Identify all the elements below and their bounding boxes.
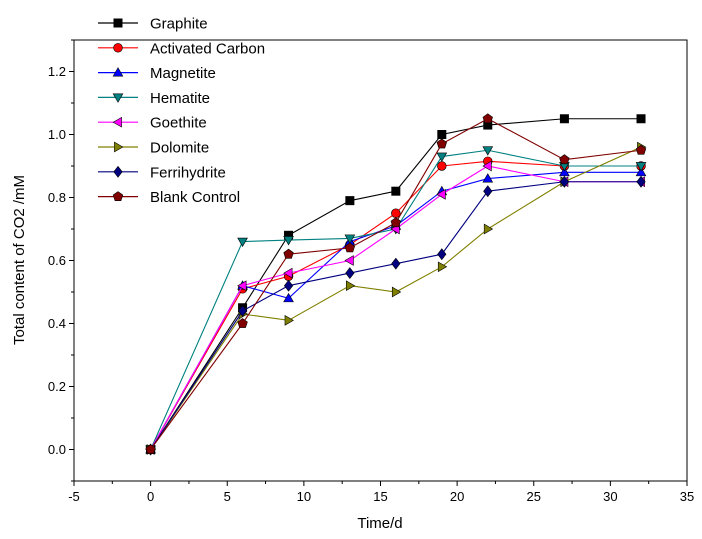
legend-item: Activated Carbon [98,40,265,57]
data-point [636,114,646,124]
x-tick-label: 15 [373,489,387,504]
data-point [237,318,248,328]
data-point [237,280,247,292]
x-tick-label: 5 [224,489,231,504]
data-point [559,114,569,124]
y-tick-label: 1.0 [48,127,66,142]
data-point [283,279,294,292]
legend-item: Hematite [98,90,210,107]
legend-label: Graphite [150,16,208,33]
data-point [559,175,569,188]
x-tick-label: 10 [297,489,311,504]
data-point [482,160,492,172]
x-tick-label: 0 [147,489,154,504]
axis-ticks [69,39,688,486]
data-point [145,444,156,454]
x-tick-label: 20 [450,489,464,504]
y-tick-label: 1.2 [48,64,66,79]
legend-marker [113,165,123,178]
legend-label: Blank Control [150,189,240,206]
data-point [390,217,401,228]
x-tick-label: -5 [68,489,80,504]
data-point [482,113,493,124]
legend-marker [112,191,124,201]
data-point [391,186,401,196]
series-layer [145,113,647,456]
legend-label: Ferrihydrite [150,164,226,181]
legend-label: Goethite [150,115,207,132]
legend-marker [114,141,124,153]
data-point [344,242,355,253]
data-point [344,234,356,244]
y-tick-labels: 0.0 0.2 0.4 0.6 0.8 1.0 1.2 [48,64,66,457]
series-graphite [146,114,646,454]
data-point [482,146,494,156]
legend-marker [112,67,124,77]
data-point [391,286,402,298]
y-tick-label: 0.8 [48,190,66,205]
data-point [283,248,294,259]
series-blank-control [145,113,647,454]
data-point [635,144,647,155]
data-point [483,185,493,198]
legend-item: Ferrihydrite [98,164,226,181]
data-point [436,189,446,200]
legend-item: Dolomite [98,140,209,157]
data-point [437,130,447,140]
data-point [283,236,294,246]
data-point [345,267,355,280]
series-line [150,165,642,450]
legend-marker [112,93,124,103]
y-axis-title: Total content of CO2 /mM [11,175,28,345]
data-point [344,255,354,266]
x-tick-label: 35 [680,489,694,504]
legend-item: Goethite [98,115,207,132]
legend-label: Dolomite [150,140,209,157]
y-tick-label: 0.6 [48,253,66,268]
y-tick-label: 0.4 [48,316,66,331]
data-point [436,138,447,149]
y-tick-label: 0.2 [48,379,66,394]
legend-item: Magnetite [98,65,216,82]
legend-label: Magnetite [150,65,216,82]
legend-item: Blank Control [98,189,240,206]
x-axis-title: Time/d [357,515,402,532]
data-point [635,162,647,172]
data-point [391,257,401,270]
data-point [482,173,494,183]
data-point [436,152,448,162]
y-tick-label: 0.0 [48,442,66,457]
data-point [237,304,248,317]
legend-label: Hematite [150,90,210,107]
data-point [345,196,355,206]
data-point [283,292,294,303]
data-point [437,248,447,261]
legend-marker [113,18,123,28]
x-tick-label: 30 [603,489,617,504]
data-point [345,280,356,292]
legend: Graphite Activated Carbon Magnetite Hematit… [98,16,265,206]
legend-marker [112,116,122,128]
data-point [483,223,494,235]
data-point [437,161,447,171]
data-point [636,175,646,188]
data-point [237,237,248,248]
legend-item: Graphite [98,16,208,33]
data-point [437,261,448,273]
x-tick-labels: -5 0 5 10 15 20 25 30 35 [68,489,694,504]
legend-marker [113,43,123,53]
data-point [559,154,570,165]
legend-label: Activated Carbon [150,40,265,57]
x-tick-label: 25 [527,489,541,504]
data-point [283,267,293,279]
data-point [284,315,294,326]
